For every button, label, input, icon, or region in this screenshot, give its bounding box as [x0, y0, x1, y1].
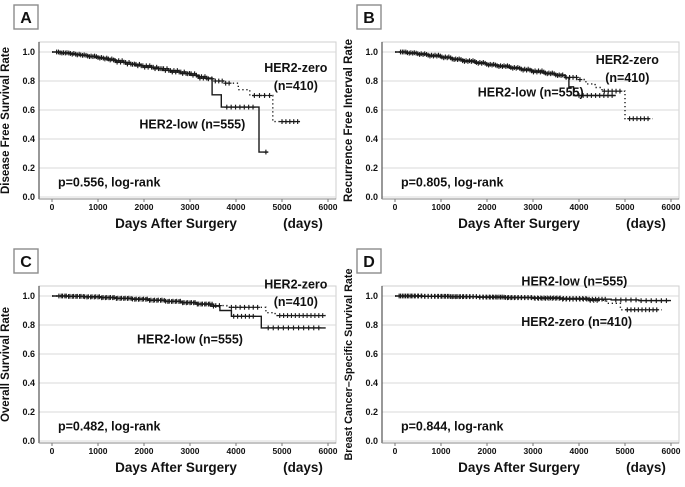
x-tick-label: 5000 [616, 446, 635, 456]
censor-marks-her2-low [56, 49, 269, 155]
x-tick-label: 4000 [227, 202, 246, 212]
panel-letter-box [13, 4, 39, 30]
x-unit-label: (days) [626, 460, 666, 475]
x-axis-title: Days After Surgery [458, 216, 580, 231]
panel-b-recurrence-free-interval-chart: 0 1000 2000 3000 4000 5000 6000 0.0 0.2 0.4 0.6 0.8… [343, 4, 681, 231]
y-tick-label: 0.4 [365, 378, 378, 388]
y-tick-label: 0.8 [22, 320, 35, 330]
x-axis-title: Days After Surgery [115, 460, 237, 475]
panel-a-disease-free-survival-chart: 0 1000 2000 3000 4000 5000 6000 0.0 0.2 0.4 0.6 0.8… [0, 4, 338, 231]
x-tick-label: 0 [393, 446, 398, 456]
x-tick-label: 3000 [524, 202, 543, 212]
series-label-annotation: HER2-low (n=555) [478, 86, 584, 100]
y-tick-label: 0.8 [365, 320, 378, 330]
panel-letter: C [20, 254, 32, 271]
y-tick-label: 1.0 [22, 47, 35, 57]
y-tick-label: 0.0 [22, 192, 35, 202]
y-tick-label: 1.0 [365, 291, 378, 301]
x-tick-label: 3000 [524, 446, 543, 456]
p-value-label: p=0.844, log-rank [401, 420, 504, 434]
series-label-annotation: HER2-low (n=555) [137, 333, 243, 347]
x-tick-label: 1000 [432, 202, 451, 212]
y-tick-label: 0.8 [365, 76, 378, 86]
panel-letter: A [20, 10, 32, 27]
panel-letter-box [13, 248, 39, 274]
panel-d-breast-cancer-specific-survival-chart: 0 1000 2000 3000 4000 5000 6000 0.0 0.2 0.4 0.6 0.8… [343, 248, 681, 475]
series-label-annotation: HER2-zero [264, 61, 328, 75]
y-tick-label: 0.0 [365, 192, 378, 202]
y-tick-label: 0.8 [22, 76, 35, 86]
x-tick-label: 6000 [662, 202, 681, 212]
x-unit-label: (days) [283, 460, 323, 475]
x-tick-label: 3000 [181, 202, 200, 212]
x-tick-label: 0 [50, 446, 55, 456]
y-tick-label: 0.2 [22, 407, 35, 417]
p-value-label: p=0.556, log-rank [58, 176, 161, 190]
series-label-annotation: HER2-zero [264, 277, 328, 291]
panel-c-overall-survival-chart: 0 1000 2000 3000 4000 5000 6000 0.0 0.2 0.4 0.6 0.8… [0, 248, 338, 475]
y-axis-title: Breast Cancer–Specific Survival Rate [343, 268, 355, 460]
panel-letter: B [363, 10, 375, 27]
x-tick-label: 1000 [432, 446, 451, 456]
p-value-label: p=0.805, log-rank [401, 176, 504, 190]
censor-marks-her2-low [396, 293, 669, 304]
x-tick-label: 0 [50, 202, 55, 212]
y-tick-label: 1.0 [365, 47, 378, 57]
y-tick-label: 0.4 [365, 134, 378, 144]
y-tick-label: 0.0 [22, 436, 35, 446]
y-tick-label: 0.4 [22, 378, 35, 388]
censor-marks-her2-low [399, 49, 615, 98]
x-axis-title: Days After Surgery [458, 460, 580, 475]
panel-letter-box [356, 4, 382, 30]
x-tick-label: 6000 [319, 202, 338, 212]
x-tick-label: 2000 [135, 446, 154, 456]
series-label-annotation: (n=410) [274, 295, 318, 309]
y-tick-label: 0.2 [365, 407, 378, 417]
plot-area [38, 41, 337, 200]
x-tick-label: 3000 [181, 446, 200, 456]
x-tick-label: 6000 [662, 446, 681, 456]
y-tick-label: 0.6 [365, 349, 378, 359]
panel-letter-box [356, 248, 382, 274]
x-tick-label: 6000 [319, 446, 338, 456]
y-axis-title: Recurrence Free Interval Rate [343, 39, 355, 202]
series-label-annotation: HER2-zero [596, 53, 660, 67]
y-tick-label: 0.6 [22, 349, 35, 359]
p-value-label: p=0.482, log-rank [58, 420, 161, 434]
x-tick-label: 1000 [89, 202, 108, 212]
series-label-annotation: (n=410) [274, 79, 318, 93]
y-tick-label: 0.0 [365, 436, 378, 446]
series-label-annotation: HER2-zero (n=410) [521, 315, 632, 329]
x-tick-label: 2000 [478, 202, 497, 212]
panel-letter: D [363, 254, 375, 271]
y-tick-label: 0.6 [22, 105, 35, 115]
plot-area [38, 285, 337, 444]
x-axis-title: Days After Surgery [115, 216, 237, 231]
y-axis-title: Disease Free Survival Rate [0, 47, 12, 194]
x-tick-label: 5000 [273, 202, 292, 212]
x-tick-label: 5000 [273, 446, 292, 456]
censor-marks-her2-low [56, 293, 322, 331]
y-axis-title: Overall Survival Rate [0, 307, 12, 422]
x-unit-label: (days) [283, 216, 323, 231]
series-label-annotation: (n=410) [605, 71, 649, 85]
y-tick-label: 0.2 [365, 163, 378, 173]
x-tick-label: 5000 [616, 202, 635, 212]
x-tick-label: 4000 [227, 446, 246, 456]
series-label-annotation: HER2-low (n=555) [139, 118, 245, 132]
series-label-annotation: HER2-low (n=555) [521, 275, 627, 289]
y-tick-label: 1.0 [22, 291, 35, 301]
x-tick-label: 4000 [570, 202, 589, 212]
x-tick-label: 0 [393, 202, 398, 212]
x-unit-label: (days) [626, 216, 666, 231]
y-tick-label: 0.2 [22, 163, 35, 173]
y-tick-label: 0.4 [22, 134, 35, 144]
y-tick-label: 0.6 [365, 105, 378, 115]
x-tick-label: 1000 [89, 446, 108, 456]
x-tick-label: 2000 [135, 202, 154, 212]
plot-area [381, 285, 680, 444]
x-tick-label: 2000 [478, 446, 497, 456]
x-tick-label: 4000 [570, 446, 589, 456]
